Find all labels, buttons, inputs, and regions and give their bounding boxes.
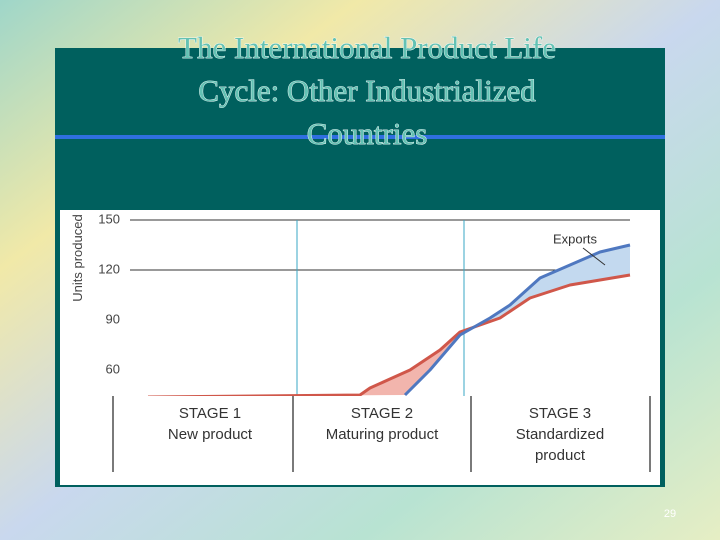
y-tick-label: 150 [98,211,120,226]
stage-name: STAGE 1 [179,405,241,422]
stage-name: STAGE 2 [351,405,413,422]
page-number: 29 [664,508,676,520]
y-tick-label: 60 [106,361,120,376]
annotation: Exports [553,231,598,246]
stage-description: New product [168,426,253,443]
title-line: Countries [307,116,428,151]
title-line: Cycle: Other Industrialized [198,73,536,108]
stage-description: product [535,447,586,464]
y-tick-label: 120 [98,261,120,276]
series-line [147,273,631,399]
y-tick-label: 90 [106,311,120,326]
stage-name: STAGE 3 [529,405,591,422]
stage-box [62,396,658,483]
shade [148,322,482,397]
annotation-pointer [582,247,606,266]
stage-description: Standardized [516,426,604,443]
series-line [403,243,631,397]
stage-description: Maturing product [326,426,439,443]
rule [55,135,665,139]
y-axis-label: Units produced [70,214,85,301]
title-line: The International Product Life [178,30,556,65]
